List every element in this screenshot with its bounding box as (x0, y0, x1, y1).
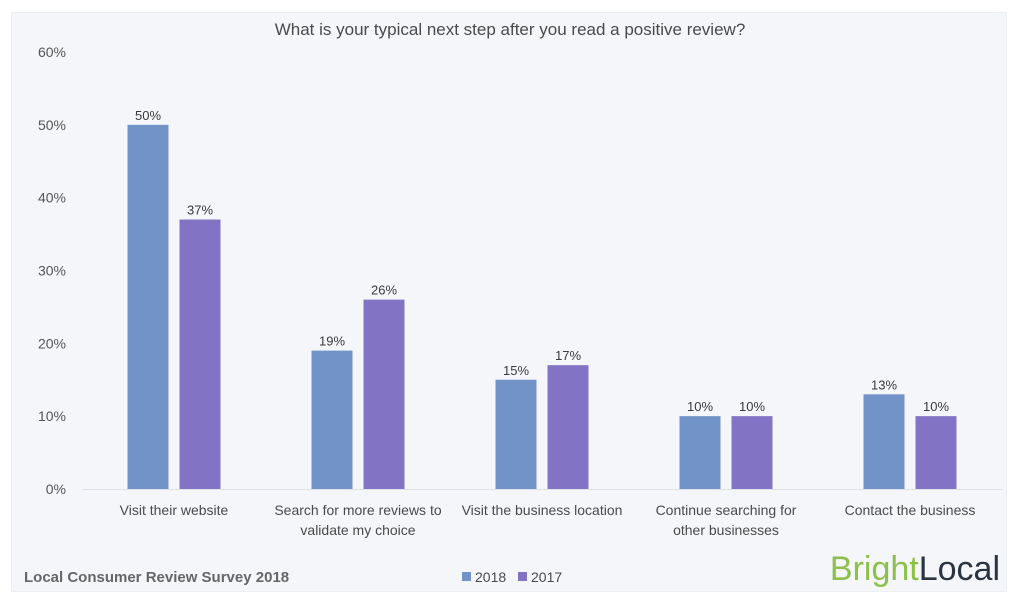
brand-part-2: Local (919, 550, 1000, 588)
y-tick-label: 50% (38, 117, 66, 133)
chart-title: What is your typical next step after you… (275, 20, 746, 39)
bar-2017-2 (547, 365, 589, 489)
y-tick-label: 60% (38, 44, 66, 60)
legend: 2018 2017 (462, 569, 562, 585)
y-tick-label: 10% (38, 408, 66, 424)
bar-2018-0 (127, 124, 169, 489)
bar-2018-2 (495, 379, 537, 489)
x-category-label: Search for more reviews to (274, 502, 441, 518)
x-category-label: Continue searching for (656, 502, 797, 518)
y-tick-label: 20% (38, 335, 66, 351)
x-axis-categories: Visit their website Search for more revie… (120, 502, 976, 538)
x-category-label: Visit their website (120, 502, 229, 518)
data-label: 13% (871, 377, 897, 392)
y-tick-label: 40% (38, 190, 66, 206)
bar-2018-3 (679, 416, 721, 489)
legend-swatch-2018 (462, 572, 471, 581)
bars: 50% 37% 19% 26% 15% 17% 10% 10% 13% 10% (127, 108, 957, 489)
bar-2017-4 (915, 416, 957, 489)
legend-label-2018: 2018 (475, 569, 506, 585)
chart-panel (11, 12, 1007, 592)
y-axis: 0% 10% 20% 30% 40% 50% 60% (38, 44, 66, 497)
legend-label-2017: 2017 (531, 569, 562, 585)
data-label: 15% (503, 363, 529, 378)
bar-2017-1 (363, 299, 405, 489)
data-label: 19% (319, 334, 345, 349)
x-category-label: Contact the business (845, 502, 976, 518)
data-label: 10% (687, 399, 713, 414)
brand-part-1: Bright (830, 550, 919, 588)
bar-2018-1 (311, 350, 353, 489)
x-category-label: other businesses (673, 522, 779, 538)
x-category-label: validate my choice (300, 522, 415, 538)
y-tick-label: 30% (38, 263, 66, 279)
legend-swatch-2017 (518, 572, 527, 581)
source-caption: Local Consumer Review Survey 2018 (24, 569, 289, 586)
brand-logo: BrightLocal (830, 550, 1000, 588)
bar-2017-3 (731, 416, 773, 489)
data-label: 37% (187, 203, 213, 218)
data-label: 10% (923, 399, 949, 414)
data-label: 26% (371, 283, 397, 298)
bar-2018-4 (863, 394, 905, 489)
x-category-label: Visit the business location (462, 502, 623, 518)
data-label: 17% (555, 348, 581, 363)
data-label: 50% (135, 108, 161, 123)
bar-2017-0 (179, 219, 221, 489)
data-label: 10% (739, 399, 765, 414)
y-tick-label: 0% (46, 481, 66, 497)
